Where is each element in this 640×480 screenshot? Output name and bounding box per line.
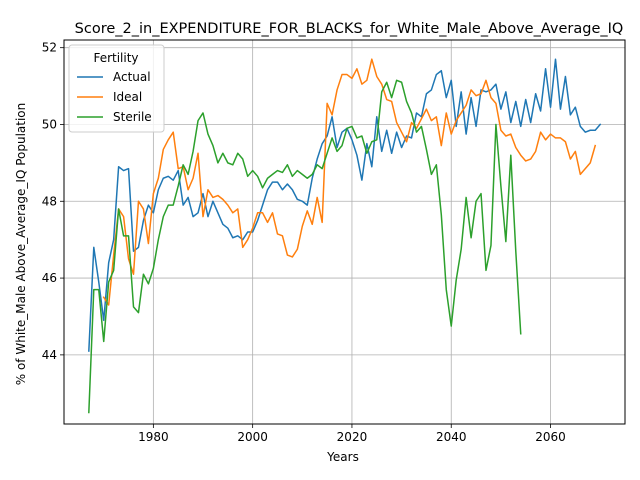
legend-label-sterile: Sterile: [113, 110, 152, 124]
plot-frame: [63, 39, 626, 425]
series-line-actual: [88, 58, 602, 352]
legend: Fertility Actual Ideal Sterile: [68, 44, 165, 133]
legend-label-ideal: Ideal: [113, 90, 142, 104]
x-tick-label: 2060: [535, 430, 566, 444]
axis-ticks: 1980 2000 2020 2040 2060 44 46 48 50 52: [42, 41, 566, 444]
y-tick-label: 52: [42, 41, 57, 55]
series-lines: [88, 58, 602, 414]
legend-entries: Actual Ideal Sterile: [77, 70, 152, 124]
x-tick-label: 2020: [337, 430, 368, 444]
y-axis-label: % of White_Male Above_Average_IQ Populat…: [14, 103, 28, 386]
y-tick-label: 44: [42, 348, 57, 362]
legend-box: [68, 44, 165, 133]
x-tick-label: 1980: [138, 430, 169, 444]
y-tick-label: 48: [42, 194, 57, 208]
legend-title: Fertility: [93, 51, 138, 65]
x-axis-label: Years: [326, 450, 359, 464]
y-tick-label: 50: [42, 117, 57, 131]
series-line-sterile: [88, 79, 522, 414]
y-tick-label: 46: [42, 271, 57, 285]
x-tick-label: 2000: [237, 430, 268, 444]
series-line-ideal: [102, 58, 597, 306]
legend-label-actual: Actual: [113, 70, 151, 84]
chart-title: Score_2_in_EXPENDITURE_FOR_BLACKS_for_Wh…: [75, 21, 624, 37]
x-tick-label: 2040: [436, 430, 467, 444]
